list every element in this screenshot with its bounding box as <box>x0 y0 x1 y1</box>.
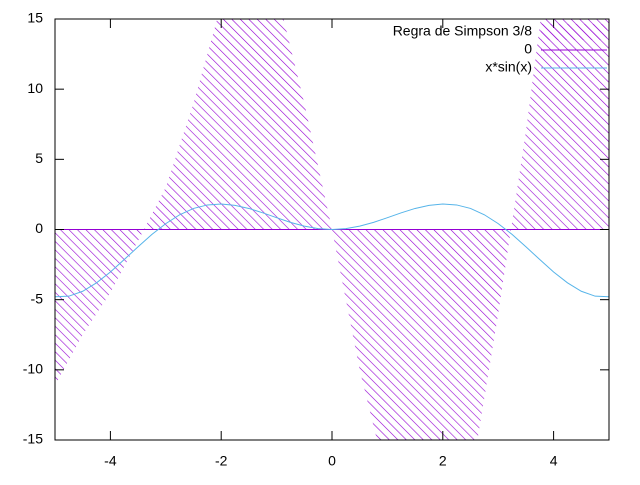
x-tick-label: 4 <box>550 453 558 469</box>
y-tick-label: -5 <box>31 290 44 306</box>
y-tick-label: 0 <box>35 220 43 236</box>
legend: Regra de Simpson 3/8 0 x*sin(x) <box>393 23 607 75</box>
x-tick-label: 2 <box>439 453 447 469</box>
y-tick-label: 10 <box>27 80 43 96</box>
x-tick-label: -2 <box>215 453 228 469</box>
legend-label: 0 <box>524 41 532 57</box>
plot-border <box>54 18 610 441</box>
x-tick-label: 0 <box>328 453 336 469</box>
legend-label: x*sin(x) <box>485 59 532 75</box>
legend-swatch <box>541 24 607 40</box>
y-tick-label: -10 <box>23 361 43 377</box>
series-line <box>55 203 609 298</box>
axes: -15 -10 -5 0 5 10 15 -4 -2 0 2 4 <box>23 10 609 469</box>
y-tick-label: 15 <box>27 10 43 26</box>
y-tick-label: 5 <box>35 150 43 166</box>
x-tick-label: -4 <box>104 453 117 469</box>
legend-label: Regra de Simpson 3/8 <box>393 23 533 39</box>
plot-area <box>55 19 609 440</box>
y-tick-label: -15 <box>23 431 43 447</box>
